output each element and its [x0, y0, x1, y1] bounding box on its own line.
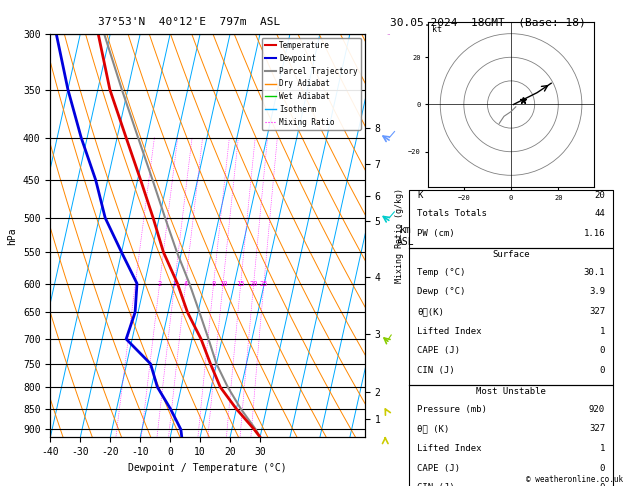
Text: 3: 3	[172, 280, 177, 287]
Text: K: K	[417, 191, 423, 200]
Text: Lifted Index: Lifted Index	[417, 444, 482, 453]
Text: 0: 0	[599, 483, 605, 486]
Text: 327: 327	[589, 307, 605, 316]
Text: Totals Totals: Totals Totals	[417, 209, 487, 218]
Text: 15: 15	[237, 280, 245, 287]
Legend: Temperature, Dewpoint, Parcel Trajectory, Dry Adiabat, Wet Adiabat, Isotherm, Mi: Temperature, Dewpoint, Parcel Trajectory…	[262, 38, 361, 130]
Text: 20: 20	[594, 191, 605, 200]
Text: 1.16: 1.16	[584, 229, 605, 238]
Text: 20: 20	[250, 280, 258, 287]
Text: 44: 44	[594, 209, 605, 218]
Text: © weatheronline.co.uk: © weatheronline.co.uk	[526, 474, 623, 484]
Text: Pressure (mb): Pressure (mb)	[417, 405, 487, 414]
Text: 0: 0	[599, 346, 605, 355]
Text: 10: 10	[219, 280, 227, 287]
Text: 2: 2	[157, 280, 162, 287]
Text: 1: 1	[599, 444, 605, 453]
Text: CIN (J): CIN (J)	[417, 366, 455, 375]
Text: Mixing Ratio (g/kg): Mixing Ratio (g/kg)	[395, 188, 404, 283]
Text: 327: 327	[589, 424, 605, 434]
Text: 4: 4	[184, 280, 188, 287]
Text: 37°53'N  40°12'E  797m  ASL: 37°53'N 40°12'E 797m ASL	[97, 17, 280, 27]
Text: CAPE (J): CAPE (J)	[417, 346, 460, 355]
Text: 25: 25	[260, 280, 268, 287]
Text: 1: 1	[133, 280, 138, 287]
Text: 0: 0	[599, 464, 605, 472]
Text: Temp (°C): Temp (°C)	[417, 268, 465, 277]
Text: Most Unstable: Most Unstable	[476, 386, 546, 396]
Text: 30.1: 30.1	[584, 268, 605, 277]
Text: CIN (J): CIN (J)	[417, 483, 455, 486]
Text: Dewp (°C): Dewp (°C)	[417, 287, 465, 296]
Y-axis label: km
ASL: km ASL	[397, 225, 415, 246]
Text: 8: 8	[211, 280, 216, 287]
Text: PW (cm): PW (cm)	[417, 229, 455, 238]
Text: θᴄ (K): θᴄ (K)	[417, 424, 449, 434]
Text: kt: kt	[431, 25, 442, 34]
X-axis label: Dewpoint / Temperature (°C): Dewpoint / Temperature (°C)	[128, 463, 287, 473]
Text: 0: 0	[599, 366, 605, 375]
Text: 1: 1	[599, 327, 605, 335]
Y-axis label: hPa: hPa	[8, 227, 18, 244]
Text: 30.05.2024  18GMT  (Base: 18): 30.05.2024 18GMT (Base: 18)	[389, 17, 586, 27]
Text: 920: 920	[589, 405, 605, 414]
Text: Surface: Surface	[493, 249, 530, 259]
Text: θᴄ(K): θᴄ(K)	[417, 307, 444, 316]
Text: CAPE (J): CAPE (J)	[417, 464, 460, 472]
Text: Lifted Index: Lifted Index	[417, 327, 482, 335]
Text: 3.9: 3.9	[589, 287, 605, 296]
